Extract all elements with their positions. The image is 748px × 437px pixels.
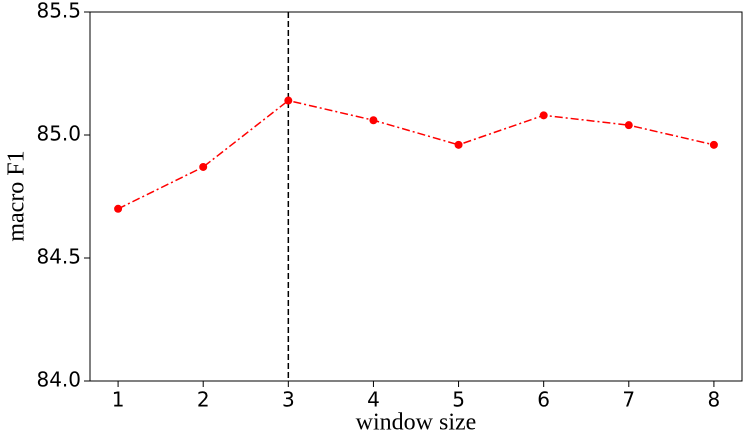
x-tick-label: 8 [708, 388, 721, 412]
x-tick-label: 1 [112, 388, 125, 412]
data-point [114, 204, 123, 213]
x-tick-label: 7 [622, 388, 635, 412]
data-line [117, 99, 715, 210]
y-tick-label: 84.5 [36, 245, 81, 269]
data-point [284, 96, 293, 105]
data-point [369, 116, 378, 125]
x-tick-label: 3 [282, 388, 295, 412]
y-tick-label: 84.0 [36, 368, 81, 392]
data-point [709, 140, 718, 149]
x-tick-label: 6 [537, 388, 550, 412]
y-tick-label: 85.5 [36, 0, 81, 23]
data-point [539, 111, 548, 120]
plot-frame [89, 11, 743, 382]
x-tick-label: 2 [197, 388, 210, 412]
x-tick-label: 4 [367, 388, 380, 412]
y-axis-label: macro F1 [4, 150, 30, 241]
x-tick-label: 5 [452, 388, 465, 412]
x-axis-label: window size [356, 410, 477, 436]
data-point [624, 121, 633, 130]
data-point [454, 140, 463, 149]
y-tick-label: 85.0 [36, 122, 81, 146]
data-point [199, 162, 208, 171]
